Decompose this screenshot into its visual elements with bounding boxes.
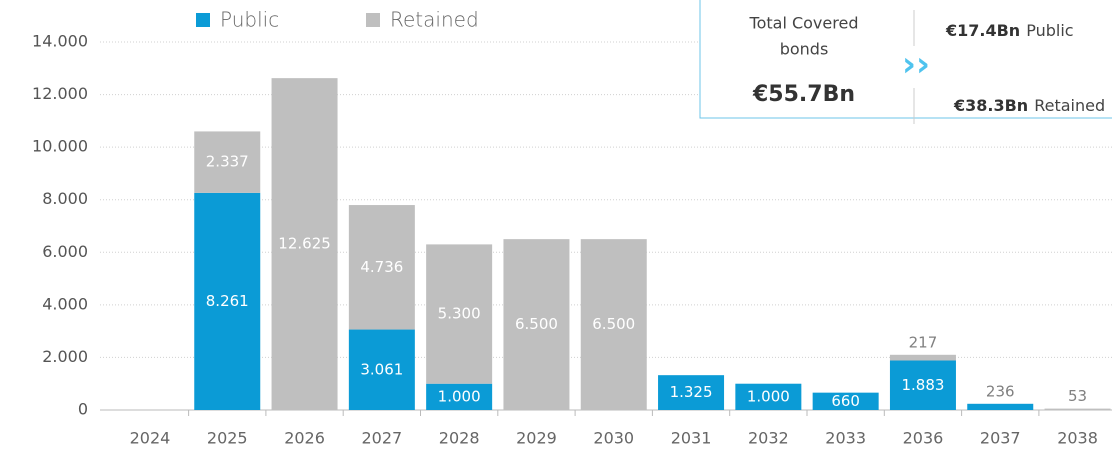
- y-tick-label: 2.000: [42, 347, 88, 366]
- info-label: Public: [1026, 21, 1073, 40]
- x-tick-label: 2029: [516, 429, 557, 448]
- info-box: [699, 0, 1112, 119]
- legend-swatch: [366, 13, 380, 27]
- data-label: 1.000: [747, 387, 790, 405]
- legend-label: Public: [220, 8, 279, 32]
- legend-swatch: [196, 13, 210, 27]
- data-label: 1.325: [670, 383, 713, 401]
- x-tick-label: 2024: [130, 429, 171, 448]
- data-label: 1.883: [901, 376, 944, 394]
- data-label: 53: [1068, 387, 1087, 405]
- x-tick-label: 2037: [980, 429, 1021, 448]
- x-tick-label: 2038: [1057, 429, 1098, 448]
- info-title: Total Covered: [749, 14, 859, 33]
- y-tick-label: 12.000: [32, 84, 88, 103]
- x-tick-label: 2033: [825, 429, 866, 448]
- data-label: 6.500: [515, 315, 558, 333]
- bar-segment: [889, 360, 956, 410]
- bar-segment: [580, 239, 647, 410]
- info-total: €55.7Bn: [752, 82, 855, 107]
- plot: 0 2.000 4.000 6.000 8.000 10.000 12.000 14.000 P…: [32, 8, 1112, 448]
- bar-segment: [348, 205, 415, 330]
- bar-segment: [889, 354, 956, 361]
- x-tick-label: 2036: [903, 429, 944, 448]
- info-item: €38.3Bn Retained: [953, 96, 1105, 115]
- x-tick-label: 2031: [671, 429, 712, 448]
- bar-segment: [426, 383, 493, 410]
- x-tick-label: 2026: [284, 429, 325, 448]
- data-label: 217: [909, 333, 938, 351]
- bar-segment: [348, 329, 415, 410]
- bar-segment: [967, 403, 1034, 410]
- y-tick-label: 8.000: [42, 189, 88, 208]
- x-tick-label: 2025: [207, 429, 248, 448]
- bar-segment: [503, 239, 570, 410]
- bar-segment: [194, 192, 261, 410]
- info-label: Retained: [1034, 96, 1105, 115]
- bar-segment: [735, 383, 802, 410]
- data-label: 236: [986, 382, 1015, 400]
- bar-segment: [194, 131, 261, 193]
- data-label: 3.061: [360, 360, 403, 378]
- bar-segment: [271, 78, 338, 411]
- data-label: 6.500: [592, 315, 635, 333]
- y-tick-label: 0: [78, 400, 88, 419]
- bar-segment: [812, 392, 879, 410]
- data-label: 12.625: [278, 235, 331, 253]
- bar-segment: [658, 375, 725, 410]
- x-tick-label: 2028: [439, 429, 480, 448]
- data-label: 1.000: [438, 387, 481, 405]
- data-label: 660: [831, 392, 860, 410]
- data-label: 4.736: [360, 258, 403, 276]
- x-tick-label: 2032: [748, 429, 789, 448]
- info-amount: €17.4Bn: [945, 21, 1020, 40]
- info-item: €17.4Bn Public: [945, 21, 1074, 40]
- bar-segment: [426, 244, 493, 384]
- data-label: 5.300: [438, 305, 481, 323]
- x-tick-label: 2030: [593, 429, 634, 448]
- x-tick-label: 2027: [361, 429, 402, 448]
- data-label: 2.337: [206, 153, 249, 171]
- legend-label: Retained: [390, 8, 479, 32]
- y-tick-label: 10.000: [32, 137, 88, 156]
- chevron: ››: [902, 45, 930, 85]
- info-title: bonds: [780, 40, 829, 59]
- data-label: 8.261: [206, 292, 249, 310]
- y-tick-label: 4.000: [42, 294, 88, 313]
- info-amount: €38.3Bn: [953, 96, 1028, 115]
- y-tick-label: 6.000: [42, 242, 88, 261]
- bar-segment: [1044, 408, 1111, 410]
- y-tick-label: 14.000: [32, 32, 88, 51]
